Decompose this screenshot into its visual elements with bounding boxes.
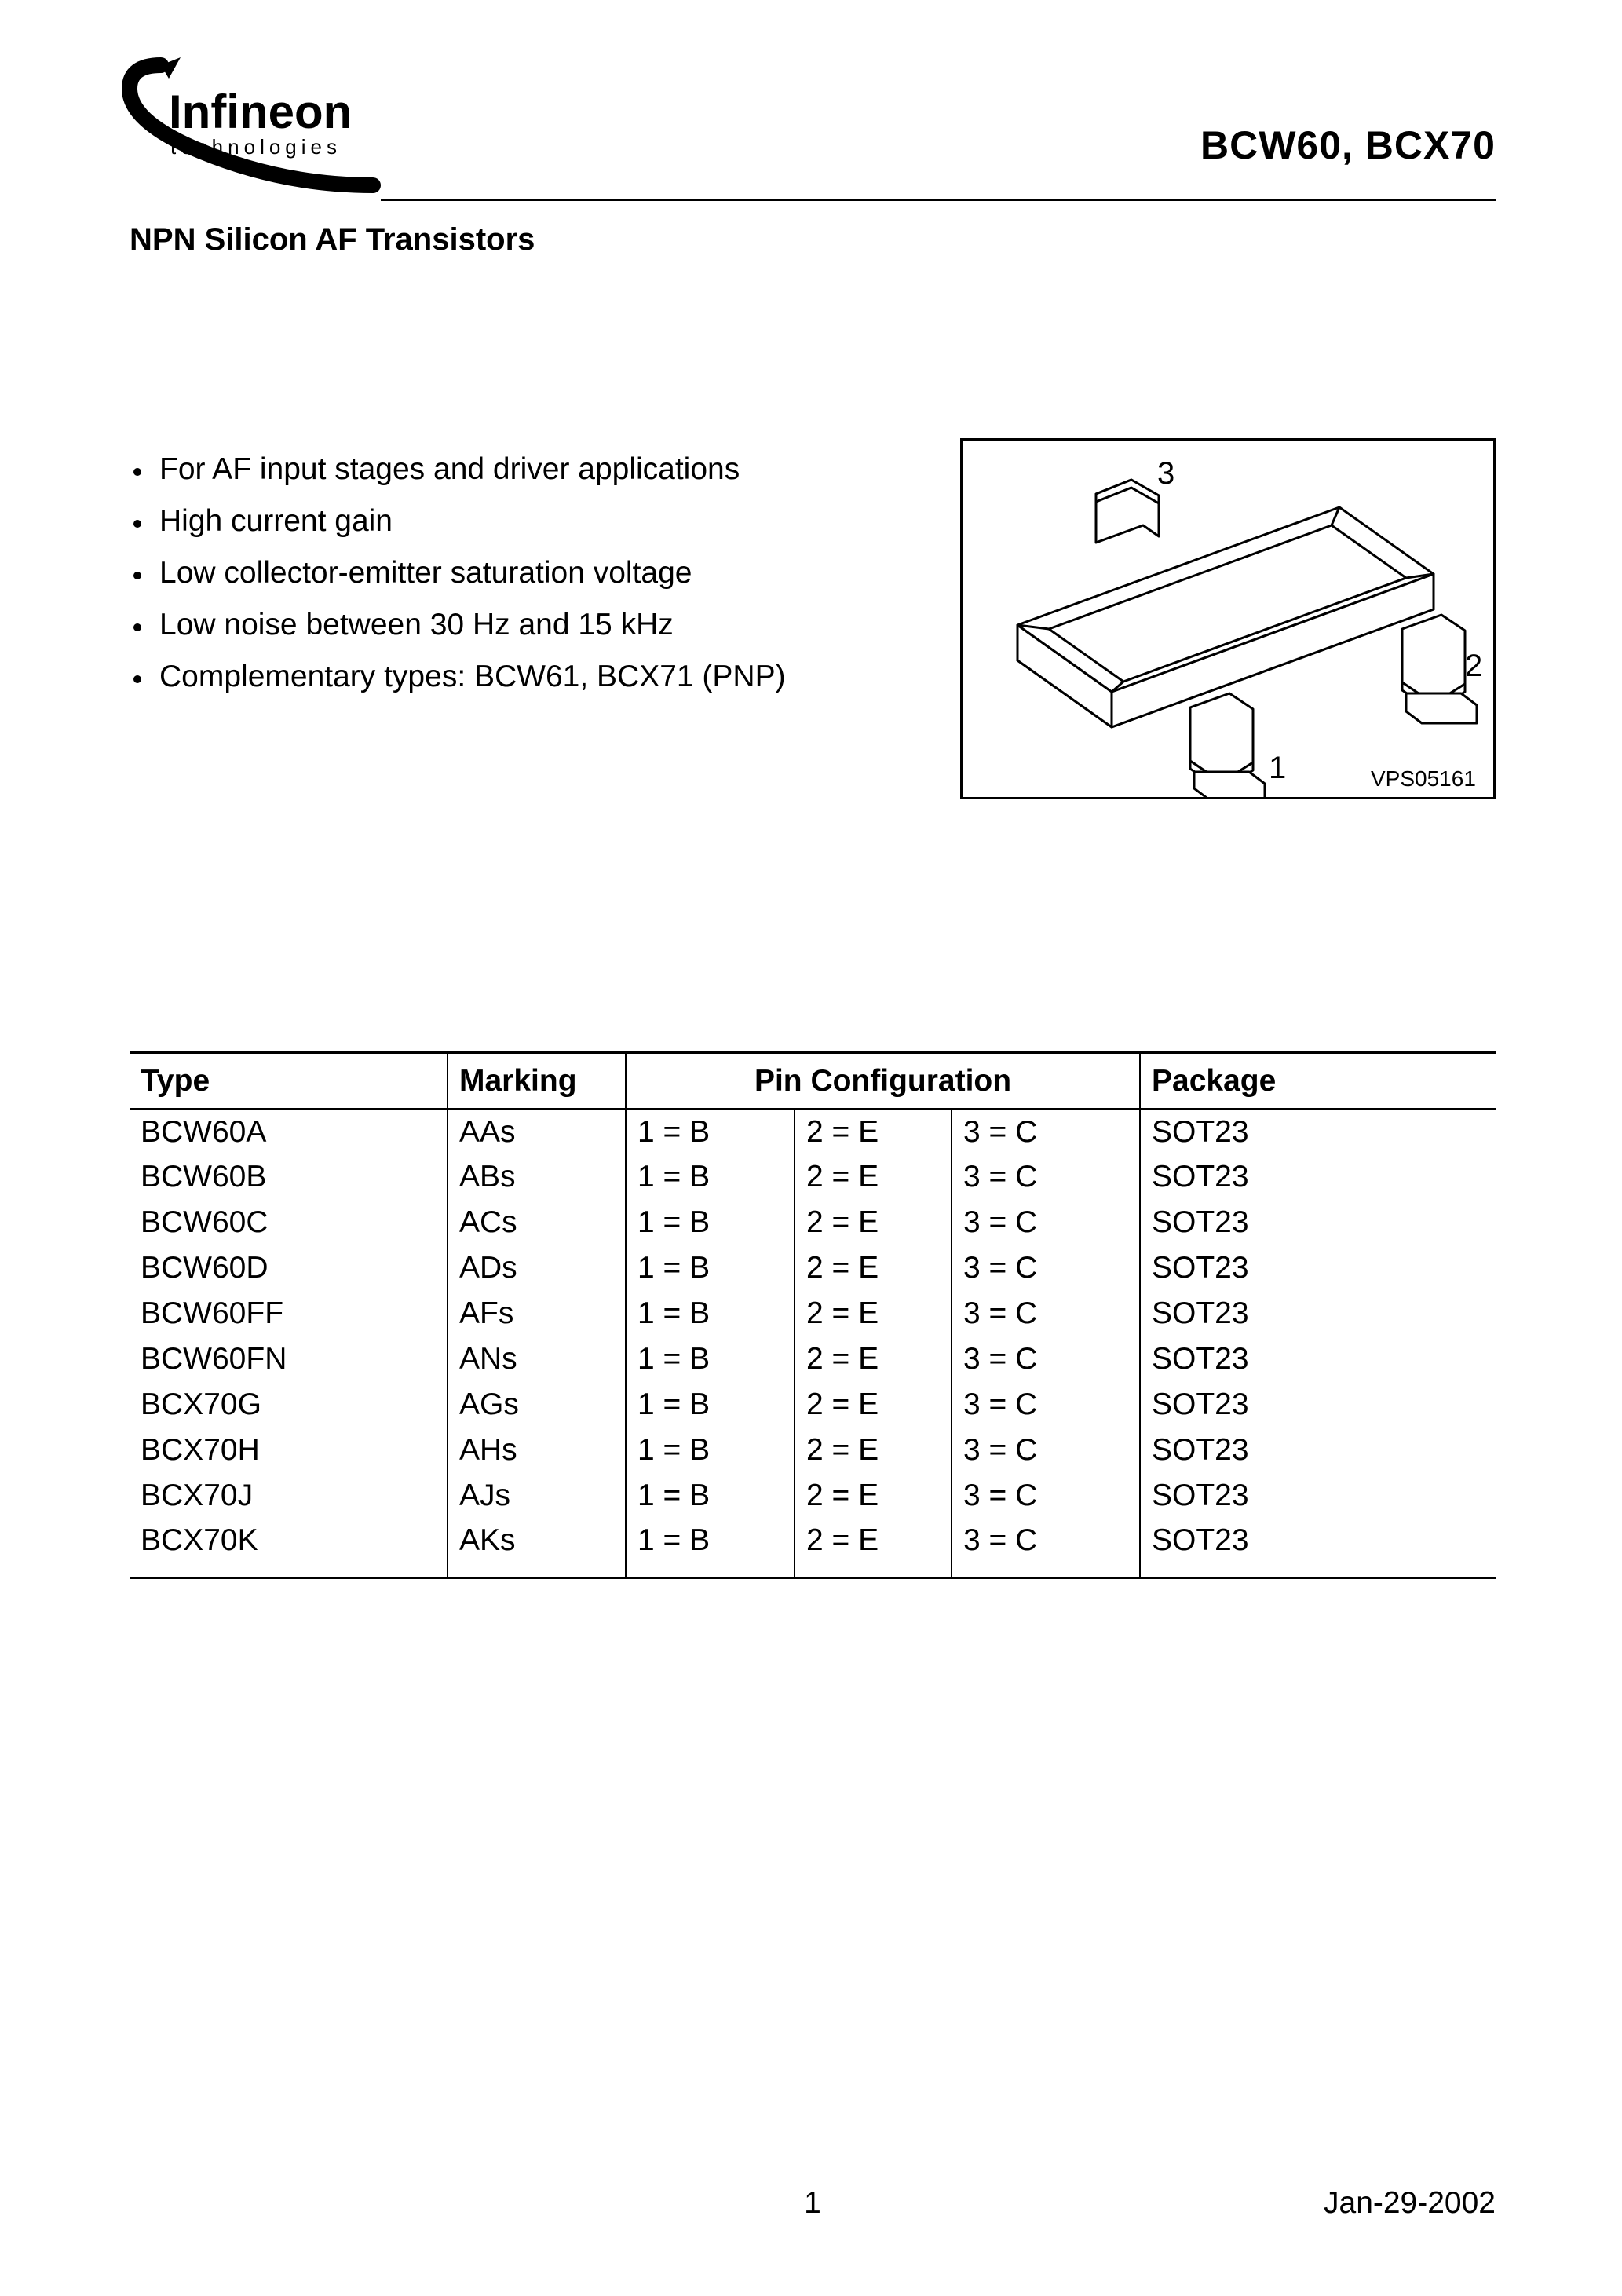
- footer: 1 Jan-29-2002: [130, 2186, 1496, 2221]
- cell-pin1: 1 = B: [626, 1382, 795, 1428]
- cell-package: SOT23: [1140, 1473, 1496, 1519]
- cell-pin3: 3 = C: [952, 1245, 1140, 1291]
- cell-pin1: 1 = B: [626, 1291, 795, 1336]
- cell-type: BCW60FF: [130, 1291, 448, 1336]
- cell-package: SOT23: [1140, 1109, 1496, 1154]
- cell-pin3: 3 = C: [952, 1382, 1140, 1428]
- table-row: BCW60FNANs1 = B2 = E3 = CSOT23: [130, 1336, 1496, 1382]
- cell-pin2: 2 = E: [795, 1428, 952, 1473]
- cell-pin2: 2 = E: [795, 1109, 952, 1154]
- table-row: BCX70JAJs1 = B2 = E3 = CSOT23: [130, 1473, 1496, 1519]
- table-row: BCW60AAAs1 = B2 = E3 = CSOT23: [130, 1109, 1496, 1154]
- table-row: BCX70KAKs1 = B2 = E3 = CSOT23: [130, 1519, 1496, 1578]
- cell-marking: AGs: [448, 1382, 626, 1428]
- table-row: BCW60CACs1 = B2 = E3 = CSOT23: [130, 1200, 1496, 1245]
- feature-item: Low collector-emitter saturation voltage: [130, 558, 915, 588]
- table-header-row: Type Marking Pin Configuration Package: [130, 1052, 1496, 1109]
- cell-pin2: 2 = E: [795, 1245, 952, 1291]
- table-row: BCW60DADs1 = B2 = E3 = CSOT23: [130, 1245, 1496, 1291]
- cell-package: SOT23: [1140, 1336, 1496, 1382]
- diagram-pin3-label: 3: [1157, 456, 1174, 491]
- cell-pin1: 1 = B: [626, 1428, 795, 1473]
- subtitle: NPN Silicon AF Transistors: [130, 222, 535, 258]
- col-marking: Marking: [448, 1052, 626, 1109]
- cell-package: SOT23: [1140, 1200, 1496, 1245]
- cell-marking: ADs: [448, 1245, 626, 1291]
- cell-package: SOT23: [1140, 1519, 1496, 1578]
- feature-item: For AF input stages and driver applicati…: [130, 454, 915, 484]
- table-row: BCX70HAHs1 = B2 = E3 = CSOT23: [130, 1428, 1496, 1473]
- cell-pin2: 2 = E: [795, 1154, 952, 1200]
- cell-pin2: 2 = E: [795, 1382, 952, 1428]
- cell-pin3: 3 = C: [952, 1154, 1140, 1200]
- footer-page-number: 1: [130, 2186, 1496, 2221]
- feature-item: Low noise between 30 Hz and 15 kHz: [130, 609, 915, 640]
- footer-date: Jan-29-2002: [1324, 2186, 1496, 2221]
- cell-pin2: 2 = E: [795, 1519, 952, 1578]
- feature-item: Complementary types: BCW61, BCX71 (PNP): [130, 661, 915, 692]
- col-pin-configuration: Pin Configuration: [626, 1052, 1140, 1109]
- logo-main-text: Infineon: [169, 86, 352, 138]
- cell-package: SOT23: [1140, 1428, 1496, 1473]
- cell-pin1: 1 = B: [626, 1473, 795, 1519]
- cell-pin2: 2 = E: [795, 1200, 952, 1245]
- table-row: BCW60FFAFs1 = B2 = E3 = CSOT23: [130, 1291, 1496, 1336]
- cell-pin1: 1 = B: [626, 1336, 795, 1382]
- cell-pin3: 3 = C: [952, 1109, 1140, 1154]
- cell-type: BCX70H: [130, 1428, 448, 1473]
- cell-pin3: 3 = C: [952, 1291, 1140, 1336]
- cell-pin2: 2 = E: [795, 1336, 952, 1382]
- cell-type: BCW60D: [130, 1245, 448, 1291]
- diagram-id-label: VPS05161: [1371, 766, 1476, 791]
- cell-type: BCX70K: [130, 1519, 448, 1578]
- cell-type: BCW60A: [130, 1109, 448, 1154]
- cell-pin2: 2 = E: [795, 1291, 952, 1336]
- cell-type: BCX70J: [130, 1473, 448, 1519]
- cell-pin1: 1 = B: [626, 1519, 795, 1578]
- cell-package: SOT23: [1140, 1245, 1496, 1291]
- cell-marking: ACs: [448, 1200, 626, 1245]
- page: Infineon technologies BCW60, BCX70 NPN S…: [130, 46, 1496, 2244]
- cell-type: BCW60C: [130, 1200, 448, 1245]
- cell-marking: ANs: [448, 1336, 626, 1382]
- diagram-pin2-label: 2: [1465, 649, 1482, 683]
- cell-marking: AJs: [448, 1473, 626, 1519]
- cell-pin3: 3 = C: [952, 1428, 1140, 1473]
- cell-pin2: 2 = E: [795, 1473, 952, 1519]
- header: Infineon technologies BCW60, BCX70 NPN S…: [130, 46, 1496, 242]
- logo-sub-text: technologies: [170, 135, 342, 159]
- cell-marking: ABs: [448, 1154, 626, 1200]
- cell-pin1: 1 = B: [626, 1200, 795, 1245]
- cell-type: BCW60FN: [130, 1336, 448, 1382]
- cell-type: BCX70G: [130, 1382, 448, 1428]
- table-row: BCX70GAGs1 = B2 = E3 = CSOT23: [130, 1382, 1496, 1428]
- col-type: Type: [130, 1052, 448, 1109]
- cell-pin1: 1 = B: [626, 1154, 795, 1200]
- cell-marking: AFs: [448, 1291, 626, 1336]
- logo: Infineon technologies: [122, 46, 389, 203]
- cell-pin1: 1 = B: [626, 1245, 795, 1291]
- cell-pin1: 1 = B: [626, 1109, 795, 1154]
- cell-type: BCW60B: [130, 1154, 448, 1200]
- cell-package: SOT23: [1140, 1382, 1496, 1428]
- features-list: For AF input stages and driver applicati…: [130, 454, 915, 713]
- col-package: Package: [1140, 1052, 1496, 1109]
- cell-marking: AHs: [448, 1428, 626, 1473]
- feature-item: High current gain: [130, 506, 915, 536]
- table-row: BCW60BABs1 = B2 = E3 = CSOT23: [130, 1154, 1496, 1200]
- part-title: BCW60, BCX70: [1200, 122, 1496, 168]
- cell-pin3: 3 = C: [952, 1519, 1140, 1578]
- cell-package: SOT23: [1140, 1291, 1496, 1336]
- cell-marking: AKs: [448, 1519, 626, 1578]
- header-rule: [381, 199, 1496, 201]
- cell-pin3: 3 = C: [952, 1200, 1140, 1245]
- cell-package: SOT23: [1140, 1154, 1496, 1200]
- cell-pin3: 3 = C: [952, 1473, 1140, 1519]
- type-table: Type Marking Pin Configuration Package B…: [130, 1051, 1496, 1579]
- diagram-pin1-label: 1: [1269, 751, 1286, 785]
- package-diagram: 3 2 1 VPS05161: [960, 438, 1496, 799]
- cell-pin3: 3 = C: [952, 1336, 1140, 1382]
- cell-marking: AAs: [448, 1109, 626, 1154]
